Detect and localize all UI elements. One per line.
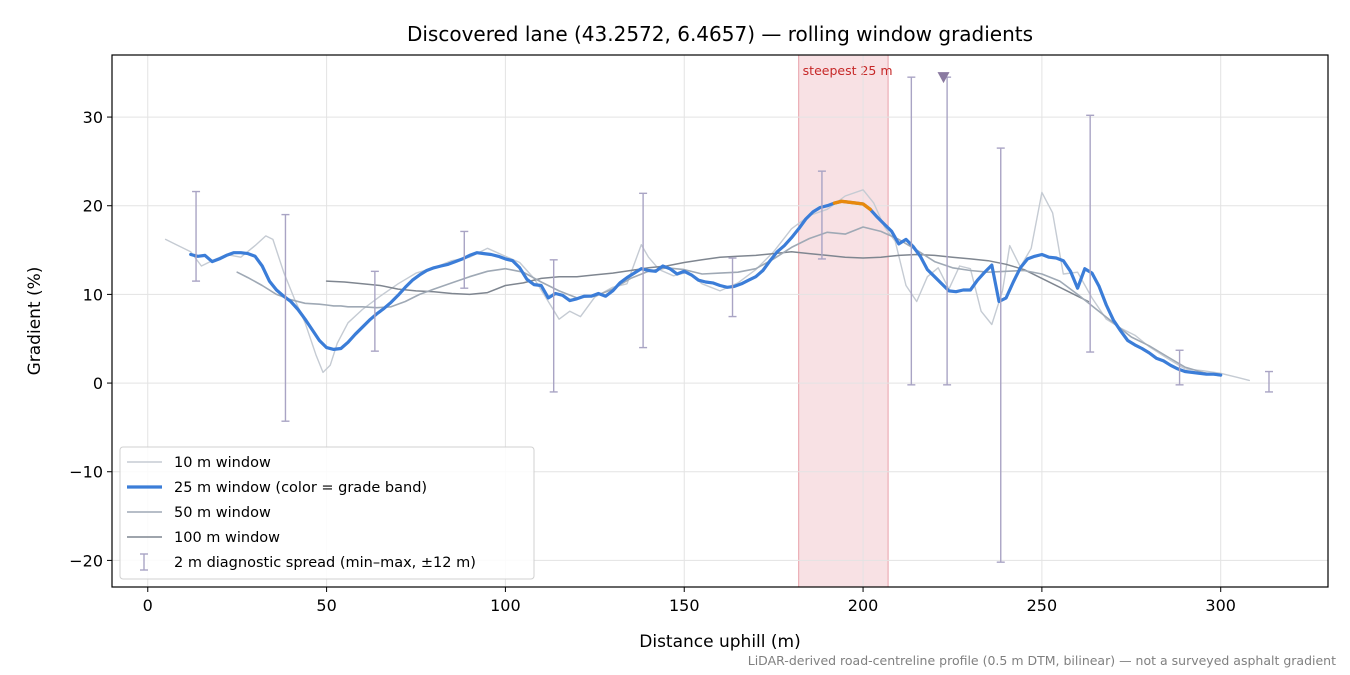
x-tick-label: 200 — [848, 596, 879, 615]
diagnostic-spread-bar — [943, 76, 952, 386]
diagnostic-spread-bar — [907, 76, 916, 386]
diagnostic-spread-bar — [192, 190, 201, 282]
x-tick-label: 250 — [1027, 596, 1058, 615]
steepest-band — [798, 54, 889, 588]
x-tick-label: 0 — [143, 596, 153, 615]
y-tick-label: 30 — [83, 108, 103, 127]
series-25m-line — [189, 199, 1223, 377]
x-tick-label: 50 — [316, 596, 336, 615]
footnote: LiDAR-derived road-centreline profile (0… — [748, 653, 1336, 668]
x-axis-title: Distance uphill (m) — [639, 632, 800, 652]
marker-layer — [937, 72, 950, 84]
x-axis: 0 50 100 150 200 250 300 — [143, 587, 1236, 615]
legend-label: 10 m window — [174, 455, 271, 471]
y-tick-label: 20 — [83, 197, 103, 216]
legend-label: 25 m window (color = grade band) — [174, 480, 427, 496]
legend-label: 100 m window — [174, 530, 280, 546]
chart-title: Discovered lane (43.2572, 6.4657) — roll… — [407, 22, 1033, 46]
y-tick-label: −10 — [69, 463, 103, 482]
diagnostic-spread-bar — [728, 257, 737, 318]
legend: 10 m window 25 m window (color = grade ba… — [119, 446, 535, 580]
legend-box — [119, 446, 535, 580]
steepest-marker-triangle — [937, 72, 950, 84]
series-100m-line — [325, 251, 1090, 303]
grid — [112, 55, 1328, 587]
y-axis: −20 −10 0 10 20 30 — [69, 108, 112, 570]
legend-label: 50 m window — [174, 505, 271, 521]
x-tick-label: 100 — [490, 596, 521, 615]
diagnostic-spread-bar — [460, 230, 469, 289]
x-tick-label: 300 — [1205, 596, 1236, 615]
diagnostic-spread-bar — [370, 270, 379, 352]
y-tick-label: 0 — [93, 374, 103, 393]
diagnostic-spread-bar — [1264, 370, 1273, 393]
diagnostic-spread-bar — [1175, 349, 1184, 386]
diagnostic-spread-bar — [996, 147, 1005, 563]
x-tick-label: 150 — [669, 596, 700, 615]
plot-area: steepest 25 m — [111, 54, 1329, 588]
legend-item-10m: 10 m window — [127, 455, 271, 471]
highlight-layer: steepest 25 m — [798, 54, 893, 588]
plot-frame — [111, 54, 1329, 588]
legend-item-spread: 2 m diagnostic spread (min–max, ±12 m) — [140, 553, 476, 571]
diagnostic-spread-layer — [192, 76, 1273, 563]
legend-item-50m: 50 m window — [127, 505, 271, 521]
series-25m-steep-segment — [832, 199, 872, 211]
series-50m-line — [236, 226, 1222, 377]
legend-label: 2 m diagnostic spread (min–max, ±12 m) — [174, 555, 476, 571]
y-tick-label: 10 — [83, 285, 103, 304]
diagnostic-spread-bar — [281, 213, 290, 422]
diagnostic-spread-bar — [817, 170, 826, 260]
diagnostic-spread-bar — [1086, 114, 1095, 353]
series-layer — [164, 189, 1250, 382]
y-axis-title: Gradient (%) — [25, 267, 45, 376]
legend-item-25m: 25 m window (color = grade band) — [127, 480, 427, 496]
diagnostic-spread-bar — [549, 259, 558, 393]
diagnostic-spread-bar — [639, 192, 648, 349]
legend-item-100m: 100 m window — [127, 530, 280, 546]
y-tick-label: −20 — [69, 551, 103, 570]
steepest-band-label: steepest 25 m — [803, 63, 893, 78]
